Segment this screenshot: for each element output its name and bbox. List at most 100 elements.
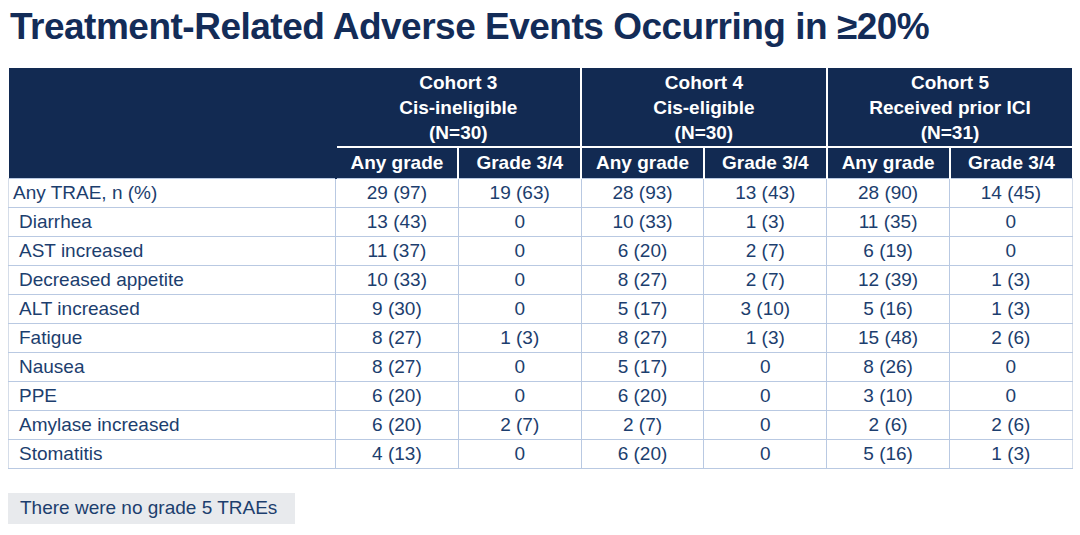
- value-cell: 1 (3): [950, 439, 1073, 468]
- value-cell: 2 (7): [704, 236, 827, 265]
- value-cell: 1 (3): [950, 294, 1073, 323]
- value-cell: 0: [704, 381, 827, 410]
- cohort-3-n: (N=30): [337, 120, 581, 145]
- row-label: Any TRAE, n (%): [9, 178, 336, 207]
- value-cell: 2 (7): [458, 410, 581, 439]
- value-cell: 19 (63): [458, 178, 581, 207]
- subheader-cohort4-grade-3-4: Grade 3/4: [704, 147, 827, 178]
- value-cell: 0: [458, 207, 581, 236]
- value-cell: 28 (93): [581, 178, 704, 207]
- value-cell: 4 (13): [336, 439, 459, 468]
- cohort-3-description: Cis-ineligible: [337, 95, 581, 120]
- value-cell: 2 (6): [950, 323, 1073, 352]
- cohort-5-description: Received prior ICI: [828, 95, 1073, 120]
- subheader-cohort5-any-grade: Any grade: [827, 147, 950, 178]
- cohort-5-header: Cohort 5 Received prior ICI (N=31): [827, 68, 1073, 147]
- row-label: Stomatitis: [9, 439, 336, 468]
- value-cell: 5 (17): [581, 294, 704, 323]
- row-label: Decreased appetite: [9, 265, 336, 294]
- table-row: Diarrhea 13 (43) 0 10 (33) 1 (3) 11 (35)…: [9, 207, 1073, 236]
- value-cell: 3 (10): [704, 294, 827, 323]
- row-label: Fatigue: [9, 323, 336, 352]
- value-cell: 0: [458, 294, 581, 323]
- value-cell: 0: [458, 265, 581, 294]
- value-cell: 8 (27): [581, 323, 704, 352]
- table-row: Amylase increased 6 (20) 2 (7) 2 (7) 0 2…: [9, 410, 1073, 439]
- value-cell: 14 (45): [950, 178, 1073, 207]
- value-cell: 6 (20): [336, 381, 459, 410]
- subheader-cohort4-any-grade: Any grade: [581, 147, 704, 178]
- table-row: Fatigue 8 (27) 1 (3) 8 (27) 1 (3) 15 (48…: [9, 323, 1073, 352]
- cohort-4-header: Cohort 4 Cis-eligible (N=30): [581, 68, 827, 147]
- value-cell: 1 (3): [704, 323, 827, 352]
- value-cell: 6 (20): [336, 410, 459, 439]
- value-cell: 0: [458, 439, 581, 468]
- table-row: Decreased appetite 10 (33) 0 8 (27) 2 (7…: [9, 265, 1073, 294]
- value-cell: 10 (33): [581, 207, 704, 236]
- value-cell: 0: [950, 352, 1073, 381]
- value-cell: 0: [704, 410, 827, 439]
- subheader-spacer: [9, 147, 336, 178]
- value-cell: 13 (43): [704, 178, 827, 207]
- value-cell: 0: [704, 352, 827, 381]
- subheader-cohort3-any-grade: Any grade: [336, 147, 459, 178]
- cohort-5-name: Cohort 5: [828, 70, 1073, 95]
- table-row: Any TRAE, n (%) 29 (97) 19 (63) 28 (93) …: [9, 178, 1073, 207]
- cohort-4-n: (N=30): [582, 120, 826, 145]
- value-cell: 5 (17): [581, 352, 704, 381]
- row-label: PPE: [9, 381, 336, 410]
- row-label: Diarrhea: [9, 207, 336, 236]
- value-cell: 29 (97): [336, 178, 459, 207]
- subheader-cohort3-grade-3-4: Grade 3/4: [458, 147, 581, 178]
- value-cell: 3 (10): [827, 381, 950, 410]
- subheader-cohort5-grade-3-4: Grade 3/4: [950, 147, 1073, 178]
- cohort-5-n: (N=31): [828, 120, 1073, 145]
- value-cell: 15 (48): [827, 323, 950, 352]
- value-cell: 11 (37): [336, 236, 459, 265]
- value-cell: 11 (35): [827, 207, 950, 236]
- value-cell: 0: [704, 439, 827, 468]
- value-cell: 9 (30): [336, 294, 459, 323]
- subheader-row: Any grade Grade 3/4 Any grade Grade 3/4 …: [9, 147, 1073, 178]
- value-cell: 0: [950, 381, 1073, 410]
- slide: Treatment-Related Adverse Events Occurri…: [0, 0, 1080, 535]
- row-label: ALT increased: [9, 294, 336, 323]
- value-cell: 1 (3): [950, 265, 1073, 294]
- value-cell: 0: [458, 236, 581, 265]
- value-cell: 12 (39): [827, 265, 950, 294]
- value-cell: 2 (7): [704, 265, 827, 294]
- cohort-4-description: Cis-eligible: [582, 95, 826, 120]
- value-cell: 8 (26): [827, 352, 950, 381]
- cohort-3-header: Cohort 3 Cis-ineligible (N=30): [336, 68, 582, 147]
- row-label: AST increased: [9, 236, 336, 265]
- table-row: Stomatitis 4 (13) 0 6 (20) 0 5 (16) 1 (3…: [9, 439, 1073, 468]
- value-cell: 0: [950, 207, 1073, 236]
- value-cell: 6 (19): [827, 236, 950, 265]
- cohort-3-name: Cohort 3: [337, 70, 581, 95]
- page-title: Treatment-Related Adverse Events Occurri…: [0, 0, 1080, 48]
- value-cell: 8 (27): [336, 352, 459, 381]
- value-cell: 0: [950, 236, 1073, 265]
- value-cell: 2 (6): [950, 410, 1073, 439]
- value-cell: 10 (33): [336, 265, 459, 294]
- table-row: AST increased 11 (37) 0 6 (20) 2 (7) 6 (…: [9, 236, 1073, 265]
- value-cell: 6 (20): [581, 236, 704, 265]
- value-cell: 13 (43): [336, 207, 459, 236]
- row-label: Amylase increased: [9, 410, 336, 439]
- corner-cell: [9, 68, 336, 147]
- value-cell: 28 (90): [827, 178, 950, 207]
- value-cell: 0: [458, 381, 581, 410]
- row-label: Nausea: [9, 352, 336, 381]
- value-cell: 6 (20): [581, 381, 704, 410]
- value-cell: 8 (27): [336, 323, 459, 352]
- trae-table: Cohort 3 Cis-ineligible (N=30) Cohort 4 …: [8, 68, 1073, 469]
- value-cell: 1 (3): [458, 323, 581, 352]
- value-cell: 0: [458, 352, 581, 381]
- table-row: PPE 6 (20) 0 6 (20) 0 3 (10) 0: [9, 381, 1073, 410]
- value-cell: 2 (6): [827, 410, 950, 439]
- cohort-header-row: Cohort 3 Cis-ineligible (N=30) Cohort 4 …: [9, 68, 1073, 147]
- value-cell: 5 (16): [827, 439, 950, 468]
- value-cell: 1 (3): [704, 207, 827, 236]
- table-row: ALT increased 9 (30) 0 5 (17) 3 (10) 5 (…: [9, 294, 1073, 323]
- value-cell: 5 (16): [827, 294, 950, 323]
